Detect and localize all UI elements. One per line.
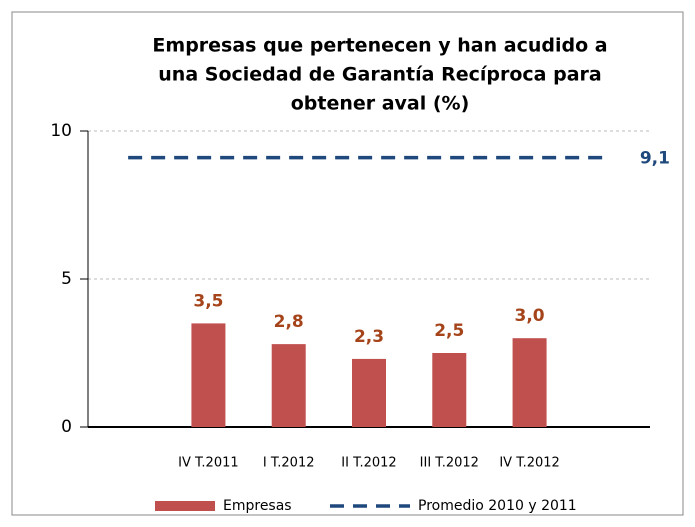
data-label: 3,0: [515, 306, 545, 326]
y-tick-label: 0: [61, 417, 72, 437]
x-tick-label: I T.2012: [263, 456, 315, 471]
bar: [352, 358, 386, 427]
legend-swatch: [155, 501, 215, 511]
x-tick-label: II T.2012: [341, 456, 396, 471]
x-tick-label: III T.2012: [420, 456, 479, 471]
bar: [512, 338, 547, 427]
y-tick-label: 5: [61, 269, 72, 289]
data-label: 3,5: [193, 291, 223, 311]
chart-border: [11, 11, 684, 516]
chart-title: una Sociedad de Garantía Recíproca para: [158, 64, 601, 86]
bar: [191, 323, 226, 427]
bar: [271, 344, 306, 427]
data-label: 2,5: [434, 321, 464, 341]
data-label: 2,8: [274, 312, 304, 332]
chart-title: Empresas que pertenecen y han acudido a: [152, 35, 607, 57]
x-tick-label: IV T.2011: [178, 456, 238, 471]
legend-label: Promedio 2010 y 2011: [418, 498, 577, 514]
data-label: 9,1: [640, 149, 670, 169]
chart-title: obtener aval (%): [291, 93, 470, 115]
x-tick-label: IV T.2012: [499, 456, 559, 471]
y-tick-label: 10: [50, 121, 72, 141]
data-label: 2,3: [354, 327, 384, 347]
bar: [432, 353, 467, 427]
legend-label: Empresas: [223, 498, 292, 514]
